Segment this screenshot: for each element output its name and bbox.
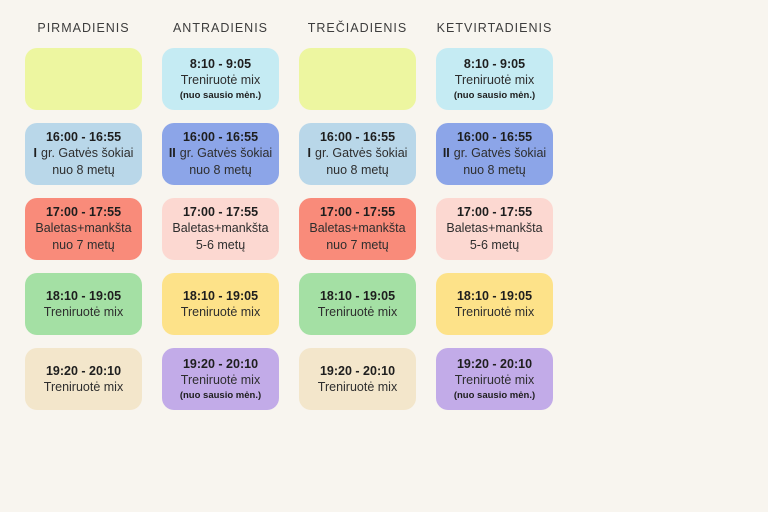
card-title-text: Treniruotė mix xyxy=(180,304,261,319)
card-title: Treniruotė mix xyxy=(318,380,397,395)
card-title-text: Baletas+mankšta xyxy=(172,221,269,235)
schedule-card xyxy=(299,48,416,110)
group-number: II xyxy=(168,146,176,160)
day-column-antradienis: ANTRADIENIS 8:10 - 9:05 Treniruotė mix (… xyxy=(162,20,279,423)
card-time: 8:10 - 9:05 xyxy=(463,57,526,71)
card-title: Baletas+mankšta xyxy=(309,221,405,236)
day-column-ketvirtadienis: KETVIRTADIENIS 8:10 - 9:05 Treniruotė mi… xyxy=(436,20,553,423)
card-time: 18:10 - 19:05 xyxy=(182,288,259,303)
card-title: Treniruotė mix xyxy=(44,305,123,320)
card-title-text: Treniruotė mix xyxy=(43,304,124,319)
card-time: 18:10 - 19:05 xyxy=(319,288,396,303)
card-title: Treniruotė mix xyxy=(455,305,534,320)
card-title: Treniruotė mix xyxy=(181,373,260,388)
card-time: 8:10 - 9:05 xyxy=(189,57,252,71)
schedule-card: 19:20 - 20:10 Treniruotė mix (nuo sausio… xyxy=(162,348,279,410)
day-header: PIRMADIENIS xyxy=(37,21,130,35)
card-title-text: Treniruotė mix xyxy=(317,304,398,319)
card-subtitle: 5-6 metų xyxy=(469,238,520,252)
card-title-text: Treniruotė mix xyxy=(454,73,535,87)
schedule-card xyxy=(25,48,142,110)
schedule-card: 8:10 - 9:05 Treniruotė mix (nuo sausio m… xyxy=(162,48,279,110)
day-header: ANTRADIENIS xyxy=(172,21,269,35)
card-title: II gr. Gatvės šokiai xyxy=(169,146,272,161)
schedule-card: 16:00 - 16:55 II gr. Gatvės šokiai nuo 8 … xyxy=(436,123,553,185)
card-title: Treniruotė mix xyxy=(455,73,534,88)
schedule-card: 18:10 - 19:05 Treniruotė mix xyxy=(436,273,553,335)
schedule-card: 19:20 - 20:10 Treniruotė mix xyxy=(25,348,142,410)
card-subtitle: nuo 8 metų xyxy=(52,163,115,177)
card-subtitle: nuo 8 metų xyxy=(463,163,526,177)
schedule-card: 16:00 - 16:55 II gr. Gatvės šokiai nuo 8 … xyxy=(162,123,279,185)
card-subtitle: nuo 8 metų xyxy=(326,163,389,177)
card-time: 17:00 - 17:55 xyxy=(456,205,533,219)
card-title-text: Treniruotė mix xyxy=(43,379,124,394)
card-subtitle: 5-6 metų xyxy=(195,238,246,252)
card-title: Baletas+mankšta xyxy=(446,221,542,236)
card-title-text: Treniruotė mix xyxy=(454,304,535,319)
card-note: (nuo sausio mėn.) xyxy=(179,90,262,101)
card-note: (nuo sausio mėn.) xyxy=(453,390,536,401)
card-subtitle: nuo 7 metų xyxy=(52,238,115,252)
card-time: 16:00 - 16:55 xyxy=(456,130,533,144)
card-title-text: Treniruotė mix xyxy=(317,379,398,394)
group-number: II xyxy=(442,146,450,160)
group-number: I xyxy=(307,146,312,160)
card-title-text: gr. Gatvės šokiai xyxy=(179,146,273,160)
card-title-text: Baletas+mankšta xyxy=(35,221,132,235)
card-title: Treniruotė mix xyxy=(318,305,397,320)
card-title-text: Treniruotė mix xyxy=(180,73,261,87)
card-title-text: gr. Gatvės šokiai xyxy=(315,146,408,160)
schedule-card: 18:10 - 19:05 Treniruotė mix xyxy=(162,273,279,335)
schedule-card: 19:20 - 20:10 Treniruotė mix (nuo sausio… xyxy=(436,348,553,410)
schedule-card: 17:00 - 17:55 Baletas+mankšta nuo 7 metų xyxy=(25,198,142,260)
day-header: KETVIRTADIENIS xyxy=(436,21,553,35)
card-title: Treniruotė mix xyxy=(181,305,260,320)
schedule-card: 17:00 - 17:55 Baletas+mankšta nuo 7 metų xyxy=(299,198,416,260)
card-note: (nuo sausio mėn.) xyxy=(453,90,536,101)
card-time: 16:00 - 16:55 xyxy=(319,130,396,144)
card-title: Treniruotė mix xyxy=(455,373,534,388)
schedule-card: 17:00 - 17:55 Baletas+mankšta 5-6 metų xyxy=(162,198,279,260)
schedule-card: 17:00 - 17:55 Baletas+mankšta 5-6 metų xyxy=(436,198,553,260)
card-time: 19:20 - 20:10 xyxy=(45,363,122,378)
day-header: TREČIADIENIS xyxy=(307,21,408,35)
card-time: 19:20 - 20:10 xyxy=(182,357,259,371)
card-title: Treniruotė mix xyxy=(181,73,260,88)
schedule-card: 19:20 - 20:10 Treniruotė mix xyxy=(299,348,416,410)
card-time: 18:10 - 19:05 xyxy=(456,288,533,303)
card-title-text: Treniruotė mix xyxy=(454,373,535,387)
card-time: 17:00 - 17:55 xyxy=(319,205,396,219)
card-title: Baletas+mankšta xyxy=(172,221,268,236)
card-time: 19:20 - 20:10 xyxy=(456,357,533,371)
card-time: 17:00 - 17:55 xyxy=(182,205,259,219)
card-title: Baletas+mankšta xyxy=(35,221,131,236)
schedule-card: 18:10 - 19:05 Treniruotė mix xyxy=(25,273,142,335)
card-title-text: gr. Gatvės šokiai xyxy=(41,146,134,160)
schedule-card: 8:10 - 9:05 Treniruotė mix (nuo sausio m… xyxy=(436,48,553,110)
card-subtitle: nuo 8 metų xyxy=(189,163,252,177)
card-time: 17:00 - 17:55 xyxy=(45,205,122,219)
card-title-text: Baletas+mankšta xyxy=(309,221,406,235)
card-time: 16:00 - 16:55 xyxy=(182,130,259,144)
card-title: Treniruotė mix xyxy=(44,380,123,395)
card-time: 19:20 - 20:10 xyxy=(319,363,396,378)
card-time: 18:10 - 19:05 xyxy=(45,288,122,303)
card-note: (nuo sausio mėn.) xyxy=(179,390,262,401)
card-title-text: Treniruotė mix xyxy=(180,373,261,387)
card-subtitle: nuo 7 metų xyxy=(326,238,389,252)
card-title-text: Baletas+mankšta xyxy=(446,221,543,235)
card-time: 16:00 - 16:55 xyxy=(45,130,122,144)
card-title-text: gr. Gatvės šokiai xyxy=(453,146,547,160)
schedule-card: 18:10 - 19:05 Treniruotė mix xyxy=(299,273,416,335)
card-title: II gr. Gatvės šokiai xyxy=(443,146,546,161)
group-number: I xyxy=(33,146,38,160)
